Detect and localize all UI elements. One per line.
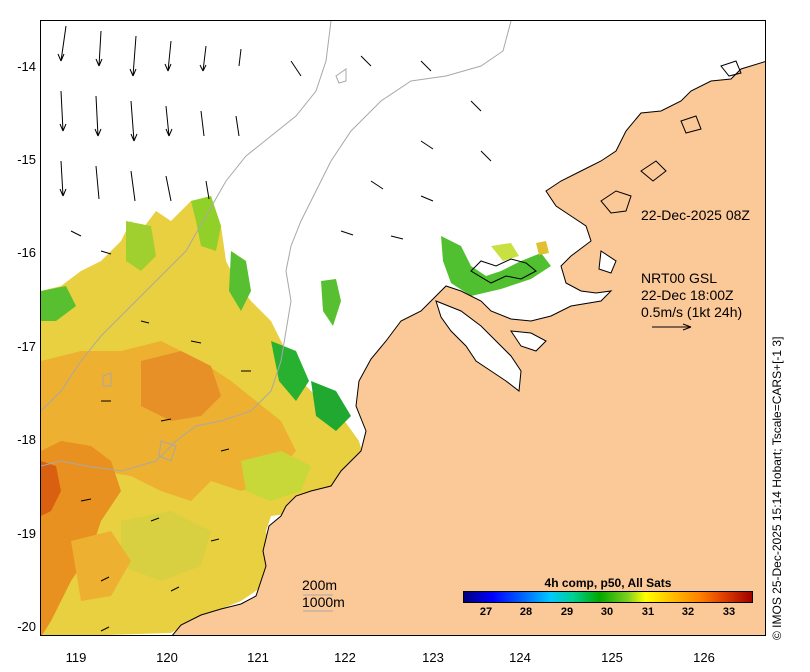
legend-line-2: 22-Dec 18:00Z	[641, 287, 734, 303]
x-axis-label: 124	[509, 650, 531, 665]
x-axis-label: 125	[601, 650, 623, 665]
x-axis-label: 123	[422, 650, 444, 665]
x-axis-label: 121	[247, 650, 269, 665]
colorbar-tick: 32	[681, 606, 695, 618]
y-axis-label: -16	[17, 245, 36, 260]
legend-arrow	[652, 323, 692, 331]
colorbar-tick: 30	[600, 606, 614, 618]
contour-label-200: 200m	[302, 577, 338, 593]
y-axis-label: -18	[17, 432, 36, 447]
colorbar-tick: 33	[722, 606, 736, 618]
colorbar-title: 4h comp, p50, All Sats	[544, 576, 672, 590]
colorbar-tick: 27	[479, 606, 493, 618]
current-vectors	[57, 25, 492, 632]
contour-label-1000: 1000m	[302, 594, 345, 610]
x-axis-label: 122	[334, 650, 356, 665]
legend-line-1: NRT00 GSL	[641, 270, 717, 286]
sst-field	[41, 196, 551, 635]
coastline	[172, 60, 765, 635]
y-axis-label: -15	[17, 152, 36, 167]
y-axis-label: -17	[17, 339, 36, 354]
contour-legend	[303, 594, 333, 612]
y-axis-label: -20	[17, 619, 36, 634]
y-axis-label: -19	[17, 526, 36, 541]
colorbar-tick: 29	[560, 606, 574, 618]
colorbar	[463, 591, 753, 603]
land	[172, 61, 765, 635]
timestamp-annotation: 22-Dec-2025 08Z	[641, 207, 750, 223]
colorbar-tick: 31	[641, 606, 655, 618]
x-axis-label: 119	[65, 650, 87, 665]
map-frame[interactable]	[40, 20, 766, 636]
credit-text: © IMOS 25-Dec-2025 15:14 Hobart; Tscale=…	[770, 336, 784, 640]
x-axis-label: 126	[693, 650, 715, 665]
bathymetry-contours	[41, 21, 512, 472]
x-axis-label: 120	[156, 650, 178, 665]
legend-line-3: 0.5m/s (1kt 24h)	[641, 304, 743, 320]
colorbar-tick: 28	[519, 606, 533, 618]
y-axis-label: -14	[17, 59, 36, 74]
map-canvas[interactable]	[41, 21, 766, 636]
